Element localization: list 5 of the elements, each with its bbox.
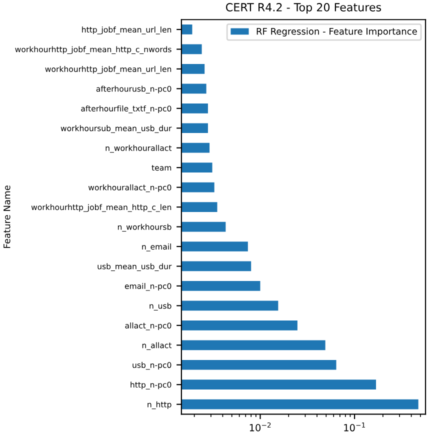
legend-label: RF Regression - Feature Importance <box>256 28 417 36</box>
chart-title: CERT R4.2 - Top 20 Features <box>226 3 382 14</box>
x-tick-label: 10$^{−1}$ <box>344 422 365 432</box>
y-axis-title: Feature Name <box>4 186 10 248</box>
x-tick-label: 10$^{−2}$ <box>250 422 271 432</box>
